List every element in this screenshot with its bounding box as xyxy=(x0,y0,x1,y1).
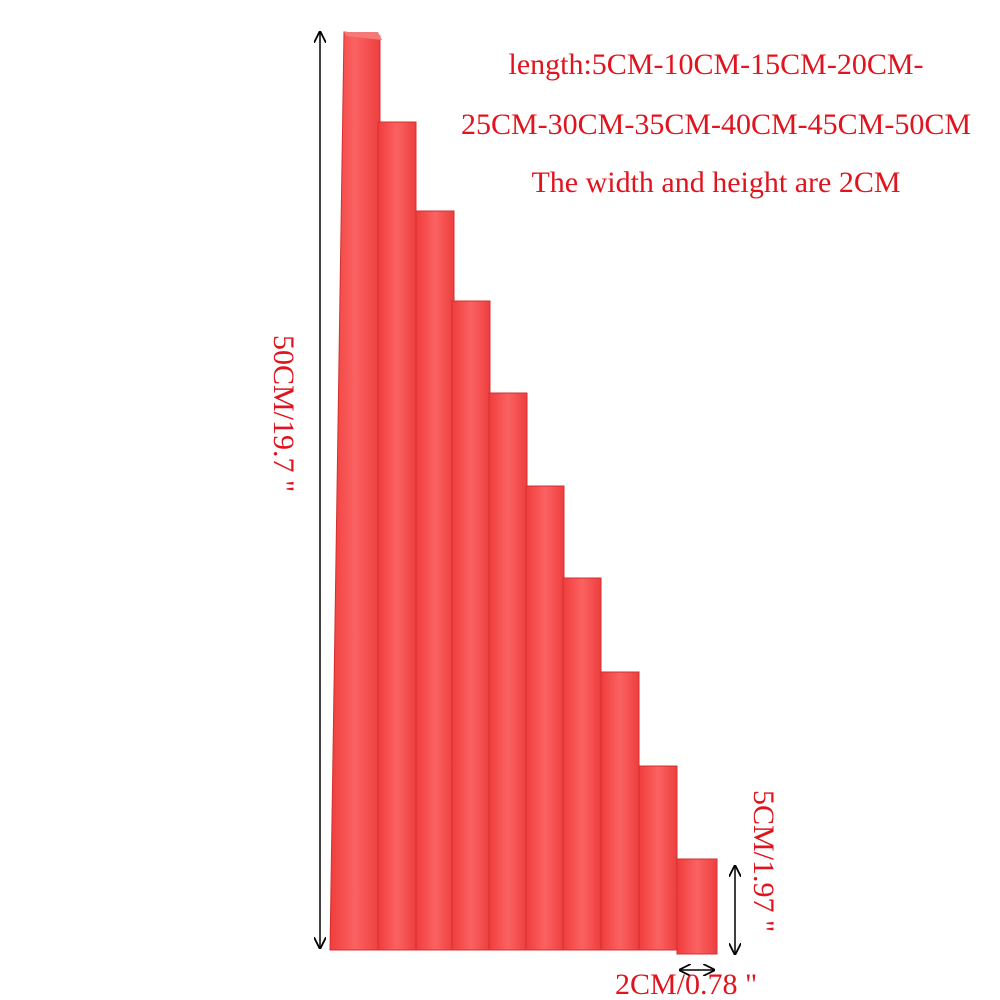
rods xyxy=(329,31,718,955)
rod-top xyxy=(344,32,382,40)
short-dimension: 5CM/1.97 " xyxy=(747,790,780,932)
spec-line: length:5CM-10CM-15CM-20CM- xyxy=(508,48,923,81)
rod xyxy=(377,121,417,951)
spec-line: The width and height are 2CM xyxy=(531,166,900,199)
rod xyxy=(638,765,678,951)
tall-dimension: 50CM/19.7 " xyxy=(267,335,300,492)
rod xyxy=(488,392,528,951)
rod xyxy=(562,577,602,951)
width-dimension: 2CM/0.78 " xyxy=(615,968,757,1000)
rod xyxy=(329,31,381,951)
rod xyxy=(676,858,718,955)
rod xyxy=(525,485,565,951)
rod xyxy=(600,671,640,951)
spec-line: 25CM-30CM-35CM-40CM-45CM-50CM xyxy=(461,108,971,141)
rod xyxy=(415,210,455,951)
rod xyxy=(451,300,491,951)
